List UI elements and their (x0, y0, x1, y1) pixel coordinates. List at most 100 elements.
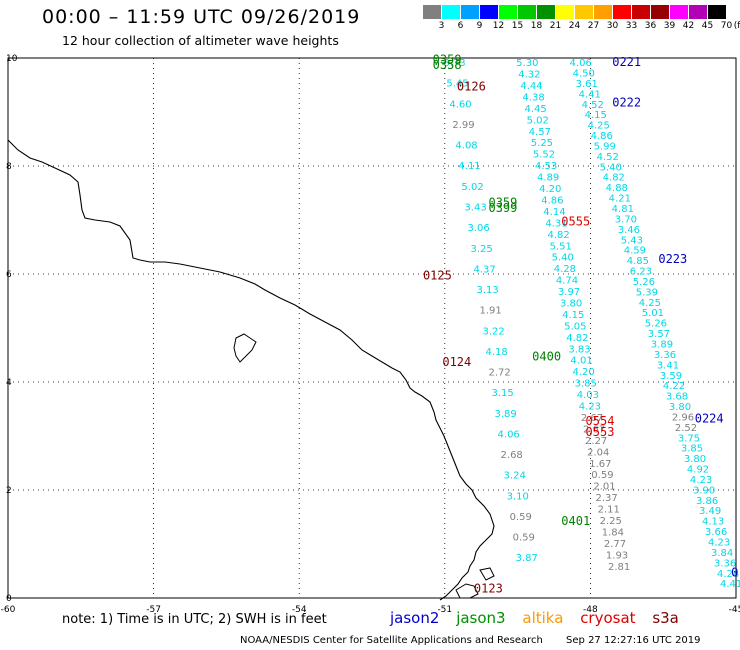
wave-height-label: 4.85 (627, 256, 649, 267)
map-subtitle: 12 hour collection of altimeter wave hei… (62, 33, 339, 48)
legend-label: 12 (492, 21, 505, 31)
wave-height-label: 0.59 (513, 533, 535, 544)
legend-unit: (ft) (733, 21, 740, 31)
wave-height-label: 3.13 (476, 285, 498, 296)
wave-height-label: 5.01 (642, 308, 664, 319)
wave-height-label: 4.21 (609, 194, 631, 205)
mission-legend: jason2 jason3 altika cryosat s3a (390, 609, 691, 627)
footer-note: note: 1) Time is in UTC; 2) SWH is in fe… (62, 612, 327, 627)
y-tick-label: 4 (6, 378, 12, 388)
wave-height-label: 3.36 (714, 558, 736, 569)
wave-height-label: 4.24 (717, 569, 739, 580)
legend-swatch (499, 5, 518, 19)
pass-time-label: 0126 (457, 79, 486, 93)
wave-height-label: 1.93 (606, 550, 628, 561)
wave-height-label: 4.15 (585, 110, 607, 121)
wave-height-label: 3.86 (696, 496, 718, 507)
wave-height-label: 4.06 (498, 429, 520, 440)
legend-label: 36 (644, 21, 657, 31)
wave-height-label: 3.41 (657, 360, 679, 371)
legend-label: 70 (720, 21, 733, 31)
legend-label: 42 (682, 21, 695, 31)
wave-height-label: 5.26 (645, 319, 667, 330)
wave-height-label: 1.91 (479, 306, 501, 317)
wave-height-label: 5.30 (516, 58, 538, 69)
wave-height-label: 4.53 (535, 161, 557, 172)
wave-height-label: 4.60 (449, 99, 471, 110)
legend-swatch (480, 5, 499, 19)
wave-height-label: 2.96 (672, 412, 694, 423)
legend-swatch (423, 5, 442, 19)
legend-label: 24 (568, 21, 581, 31)
y-tick-label: 0 (6, 594, 12, 604)
wave-height-label: 3.61 (576, 79, 598, 90)
legend-swatch (575, 5, 594, 19)
wave-height-label: 3.85 (681, 444, 703, 455)
wave-height-label: 4.25 (639, 298, 661, 309)
wave-height-label: 3.89 (495, 409, 517, 420)
mission-jason3: jason3 (456, 609, 506, 627)
wave-height-label: 3.22 (482, 326, 504, 337)
wave-height-label: 3.83 (568, 344, 590, 355)
wave-height-label: 2.04 (587, 447, 609, 458)
pass-time-label: 0359 (488, 196, 517, 210)
wave-height-label: 4.52 (597, 152, 619, 163)
wave-height-label: 3.80 (560, 299, 582, 310)
wave-height-label: 3.49 (699, 506, 721, 517)
wave-height-label: 4.15 (562, 310, 584, 321)
timestamp: Sep 27 12:27:16 UTC 2019 (566, 635, 701, 646)
wave-height-label: 2.37 (595, 493, 617, 504)
legend-label: 15 (511, 21, 524, 31)
map-grid: -60 -57 -54 -51 -48 -45 10 8 6 4 2 0 (1, 54, 740, 615)
wave-height-label: 4.31 (545, 218, 567, 229)
wave-height-label: 3.90 (693, 485, 715, 496)
wave-height-label: 4.82 (547, 230, 569, 241)
wave-height-label: 5.02 (461, 182, 483, 193)
wave-height-label: 4.37 (473, 264, 495, 275)
wave-height-label: 4.45 (525, 104, 547, 115)
wave-height-label: 3.97 (558, 287, 580, 298)
wave-height-label: 4.41 (579, 89, 601, 100)
wave-height-label: 4.82 (566, 333, 588, 344)
wave-height-label: 4.25 (588, 121, 610, 132)
pass-time-label: 0123 (474, 582, 503, 596)
wave-height-label: 4.23 (708, 538, 730, 549)
legend-swatch (708, 5, 727, 19)
wave-height-label: 3.84 (711, 548, 733, 559)
wave-height-label: 4.74 (556, 276, 578, 287)
map-title: 00:00 – 11:59 UTC 09/26/2019 (42, 6, 361, 28)
wave-height-label: 3.46 (618, 225, 640, 236)
legend-label: 3 (438, 21, 445, 31)
legend-swatch (651, 5, 670, 19)
wave-height-label: 3.80 (684, 454, 706, 465)
pass-time-label: 0400 (532, 349, 561, 363)
wave-height-label: 2.27 (585, 436, 607, 447)
pass-time-label: 0358 (433, 58, 462, 72)
legend-label: 30 (606, 21, 619, 31)
legend-label: 27 (587, 21, 600, 31)
wave-height-label: 4.82 (603, 173, 625, 184)
wave-height-label: 4.50 (573, 69, 595, 80)
x-tick-label: -54 (292, 605, 307, 615)
wave-height-label: 6.23 (630, 267, 652, 278)
legend-swatch (537, 5, 556, 19)
legend-swatch (670, 5, 689, 19)
wave-height-label: 0.59 (510, 512, 532, 523)
legend-swatch (442, 5, 461, 19)
wave-height-label: 3.66 (705, 527, 727, 538)
y-tick-label: 2 (6, 486, 12, 496)
map-frame (7, 57, 737, 599)
legend-label: 39 (663, 21, 676, 31)
wave-height-label: 3.75 (678, 433, 700, 444)
pass-time-label: 0124 (442, 355, 471, 369)
wave-height-label: 3.87 (516, 553, 538, 564)
wave-height-label: 4.08 (455, 141, 477, 152)
legend-swatch (518, 5, 537, 19)
mission-altika: altika (522, 609, 564, 627)
wave-height-label: 5.40 (552, 253, 574, 264)
x-tick-label: -45 (729, 605, 740, 615)
wave-height-label: 5.43 (621, 235, 643, 246)
wave-height-label: 3.36 (654, 350, 676, 361)
pass-time-label: 0359 (433, 52, 462, 66)
